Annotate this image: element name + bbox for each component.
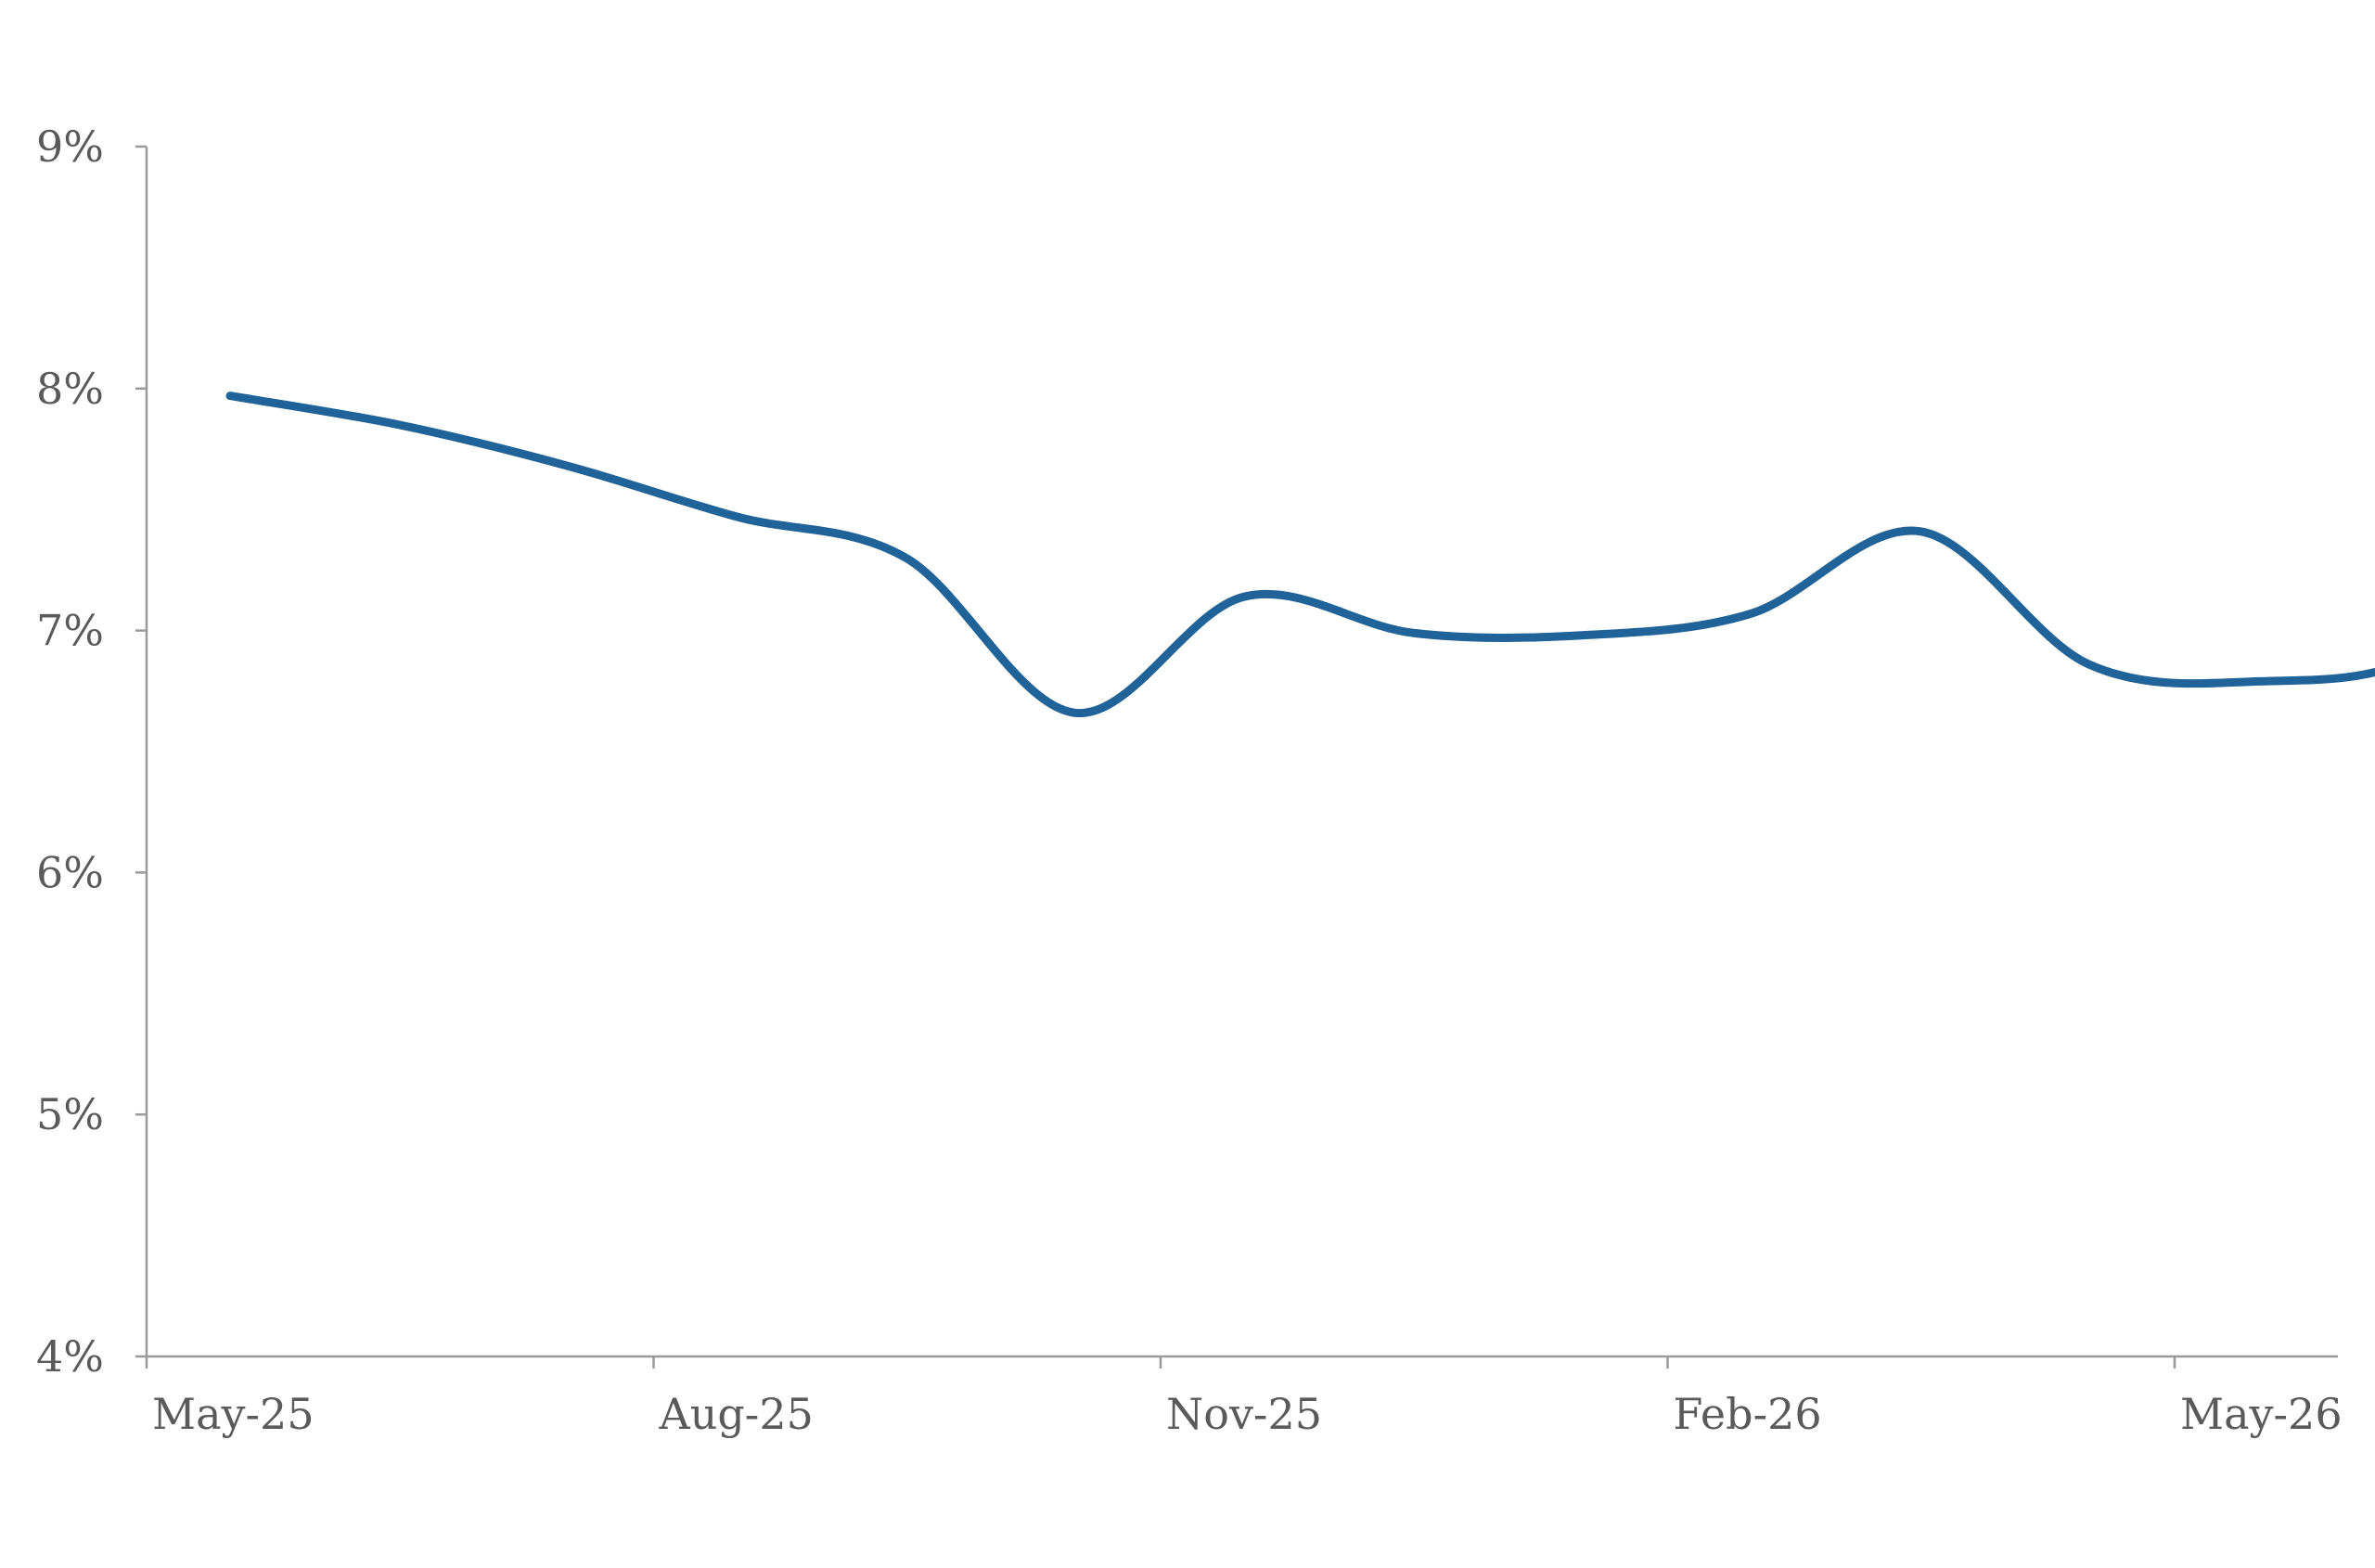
y-tick-label: 4% — [36, 1331, 104, 1382]
tick-labels: 4% 5% 6% 7% 8% 9% May-25 Aug-25 Nov-25 Feb-26 May-… — [36, 122, 2343, 1439]
y-tick-label: 9% — [36, 122, 104, 172]
x-tick-label: May-25 — [152, 1389, 315, 1439]
y-tick-label: 7% — [36, 606, 104, 656]
x-tick-label: Nov-25 — [1166, 1389, 1322, 1439]
y-tick-label: 6% — [36, 847, 104, 897]
series-layer — [225, 392, 2375, 717]
x-tick-label: Aug-25 — [659, 1389, 814, 1439]
axes — [135, 145, 2338, 1369]
y-tick-label: 5% — [36, 1089, 104, 1139]
x-tick-label: May-26 — [2180, 1389, 2343, 1439]
series-line — [225, 392, 2375, 717]
x-tick-label: Feb-26 — [1674, 1389, 1822, 1439]
y-tick-label: 8% — [36, 364, 104, 414]
